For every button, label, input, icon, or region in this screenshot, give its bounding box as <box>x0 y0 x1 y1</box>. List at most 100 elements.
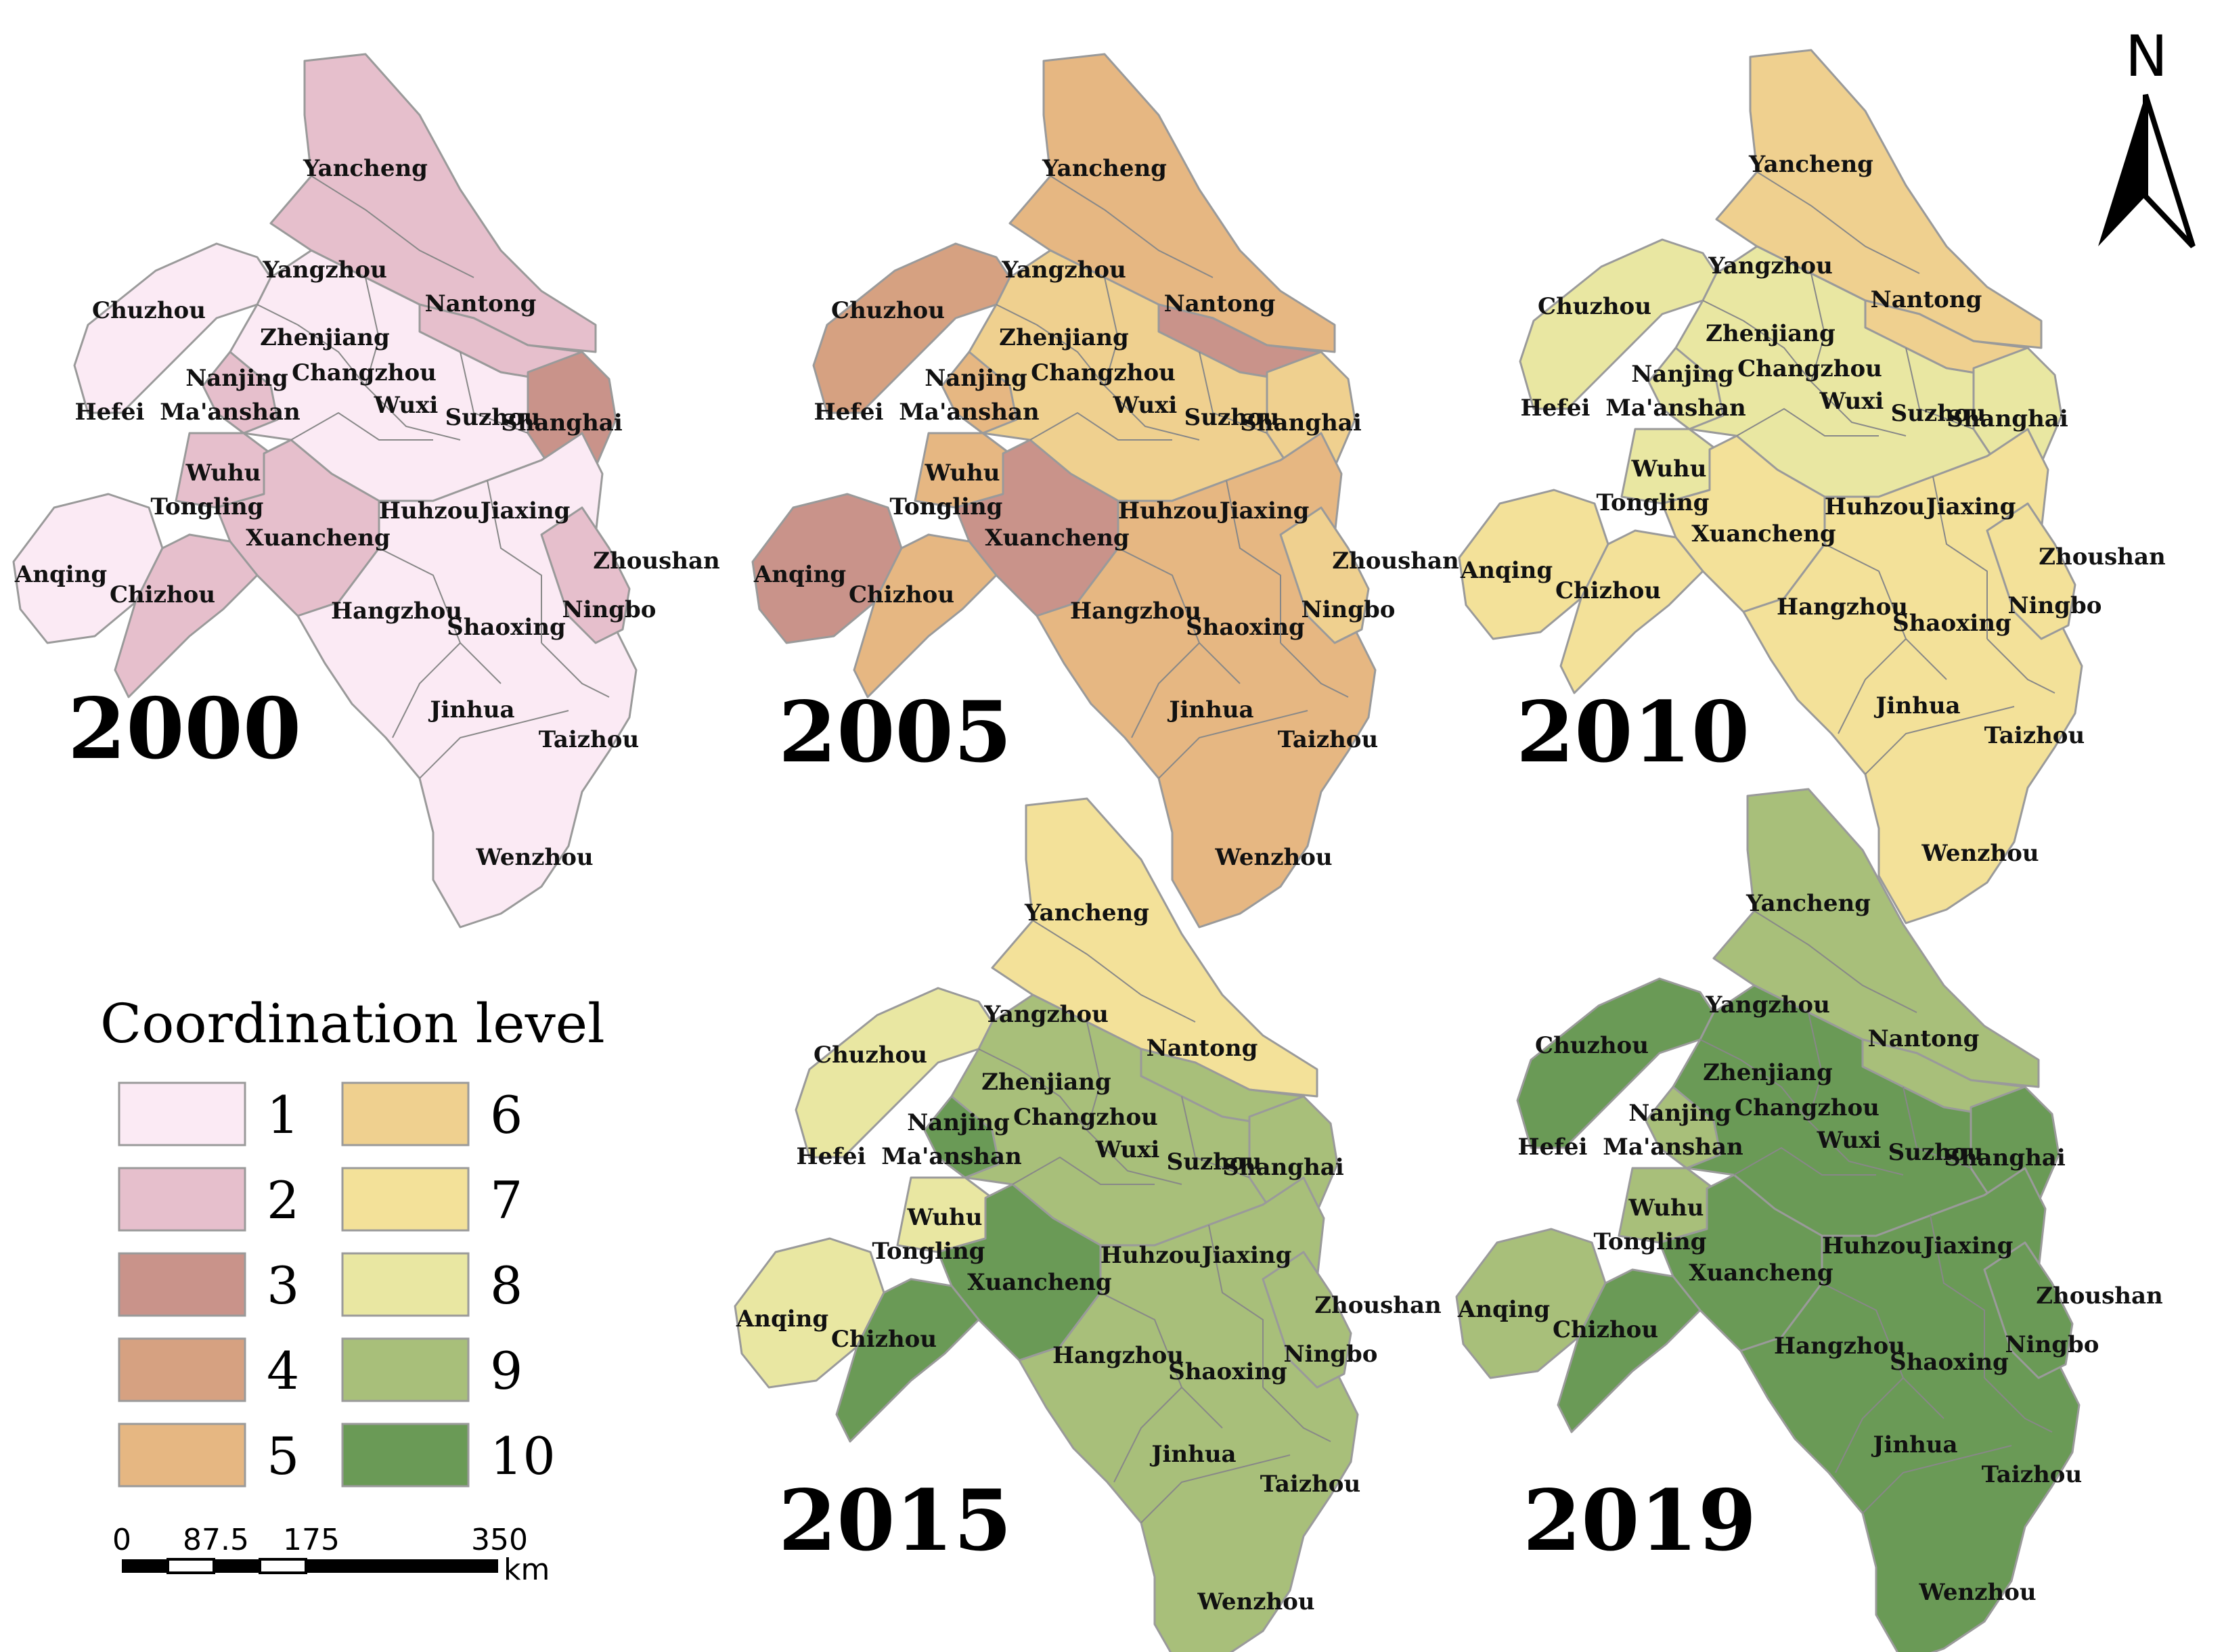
city-border <box>1032 920 1196 1023</box>
city-label: Tongling <box>890 493 1003 520</box>
city-label: Yangzhou <box>983 1001 1109 1028</box>
city-label: Hangzhou <box>1777 594 1908 621</box>
city-label: Zhenjiang <box>1706 320 1836 347</box>
north-arrow-left-icon <box>2098 95 2145 246</box>
city-border <box>1865 706 2015 775</box>
city-border <box>257 304 366 386</box>
city-label: Yancheng <box>1745 890 1871 917</box>
city-label: Huhzou <box>1100 1242 1201 1269</box>
city-label: Anqing <box>753 561 846 588</box>
city-label: Zhenjiang <box>1703 1059 1833 1086</box>
city-label: Tongling <box>1597 489 1710 516</box>
city-label: Chuzhou <box>92 297 206 324</box>
city-border <box>1756 171 1920 274</box>
city-label: Yangzhou <box>1705 991 1830 1019</box>
city-label: Wuhu <box>185 460 261 487</box>
city-border <box>1810 273 1907 437</box>
city-label: Taizhou <box>1260 1471 1360 1498</box>
region-maanshan <box>202 351 279 434</box>
city-border <box>541 642 610 698</box>
city-label: Wuxi <box>1095 1136 1160 1163</box>
city-label: Suzhou <box>1891 400 1986 427</box>
city-label: Wuxi <box>1817 1127 1882 1154</box>
city-label: Ma'anshan <box>899 399 1039 426</box>
legend-swatch-9 <box>341 1337 470 1402</box>
city-border <box>460 351 529 434</box>
map-panel-2019: Yancheng Yangzhou Nantong Chuzhou Zhenjiang N… <box>1455 788 2163 1652</box>
scale-segment-5 <box>306 1559 498 1573</box>
city-label: Yancheng <box>1748 151 1873 178</box>
city-label: Anqing <box>736 1305 828 1333</box>
city-label: Nanjing <box>925 365 1027 392</box>
city-label: Suzhou <box>1167 1148 1262 1176</box>
city-label: Anqing <box>1457 1296 1550 1323</box>
legend-swatch-3 <box>118 1252 246 1317</box>
city-label: Nanjing <box>1628 1100 1731 1127</box>
city-label: Yangzhou <box>262 256 387 284</box>
city-label: Shaoxing <box>1168 1358 1287 1385</box>
city-border <box>392 642 461 738</box>
city-label: Chuzhou <box>831 297 945 324</box>
city-label: Zhoushan <box>2036 1282 2163 1310</box>
city-label: Nantong <box>1871 286 1982 313</box>
city-label: Wenzhou <box>475 844 593 871</box>
city-label: Wuxi <box>1113 392 1178 419</box>
region-chizhou <box>1559 529 1704 694</box>
legend-label-2: 2 <box>267 1170 299 1230</box>
city-label: Shanghai <box>1947 405 2068 432</box>
city-border <box>1821 1282 1944 1419</box>
region-shanghai <box>1248 1095 1339 1220</box>
city-border <box>378 548 502 684</box>
legend-swatch-2 <box>118 1167 246 1232</box>
city-border <box>1158 710 1308 779</box>
city-label: Zhoushan <box>1332 548 1459 575</box>
city-label: Nanjing <box>185 365 288 392</box>
city-label: Ma'anshan <box>1603 1134 1743 1161</box>
city-label: Zhenjiang <box>981 1069 1111 1096</box>
region-shanghai <box>1266 351 1356 475</box>
city-border <box>1835 1377 1904 1473</box>
city-label: Chizhou <box>110 581 215 608</box>
city-label: Chuzhou <box>814 1042 927 1069</box>
city-border <box>1824 543 1947 680</box>
city-label: Anqing <box>14 561 107 588</box>
region-chizhou <box>835 1278 980 1443</box>
city-label: Taizhou <box>1278 726 1378 753</box>
region-shanghai <box>527 351 617 475</box>
city-label: Shaoxing <box>1890 1349 2009 1376</box>
city-border <box>1100 1292 1223 1429</box>
map-panel-2015: Yancheng Yangzhou Nantong Chuzhou Zhenjiang N… <box>734 797 1442 1652</box>
legend-swatch-6 <box>341 1081 470 1146</box>
city-label: Jiaxing <box>1921 1232 2014 1259</box>
city-label: Xuancheng <box>1689 1259 1833 1287</box>
region-shanghai <box>1972 347 2063 471</box>
city-border <box>1736 407 1879 437</box>
city-label: Taizhou <box>539 726 639 753</box>
legend-swatch-10 <box>341 1423 470 1488</box>
city-border <box>996 304 1105 386</box>
city-label: Huhzou <box>1118 497 1218 524</box>
city-label: Chizhou <box>1555 577 1661 604</box>
legend-swatch-1 <box>118 1081 246 1146</box>
city-border <box>1986 638 2055 694</box>
city-label: Jiaxing <box>479 497 571 524</box>
legend-label-8: 8 <box>490 1255 522 1316</box>
city-label: Anqing <box>1460 557 1553 584</box>
region-maanshan <box>923 1095 1000 1179</box>
region-ningbo <box>1986 502 2076 640</box>
city-label: Zhoushan <box>2039 543 2166 571</box>
legend-label-7: 7 <box>490 1170 522 1230</box>
city-label: Yancheng <box>1042 155 1167 182</box>
region-chuzhou <box>795 987 994 1159</box>
city-label: Taizhou <box>1984 722 2085 749</box>
city-label: Nanjing <box>1631 361 1734 388</box>
city-label: Nantong <box>1868 1025 1980 1052</box>
scale-segment-1 <box>122 1559 168 1573</box>
city-label: Yancheng <box>303 155 428 182</box>
city-label: Shaoxing <box>1892 610 2011 637</box>
city-label: Shanghai <box>1240 409 1362 437</box>
city-border <box>1140 1454 1291 1523</box>
city-label: Ningbo <box>1284 1341 1378 1368</box>
city-border <box>1905 347 1974 430</box>
